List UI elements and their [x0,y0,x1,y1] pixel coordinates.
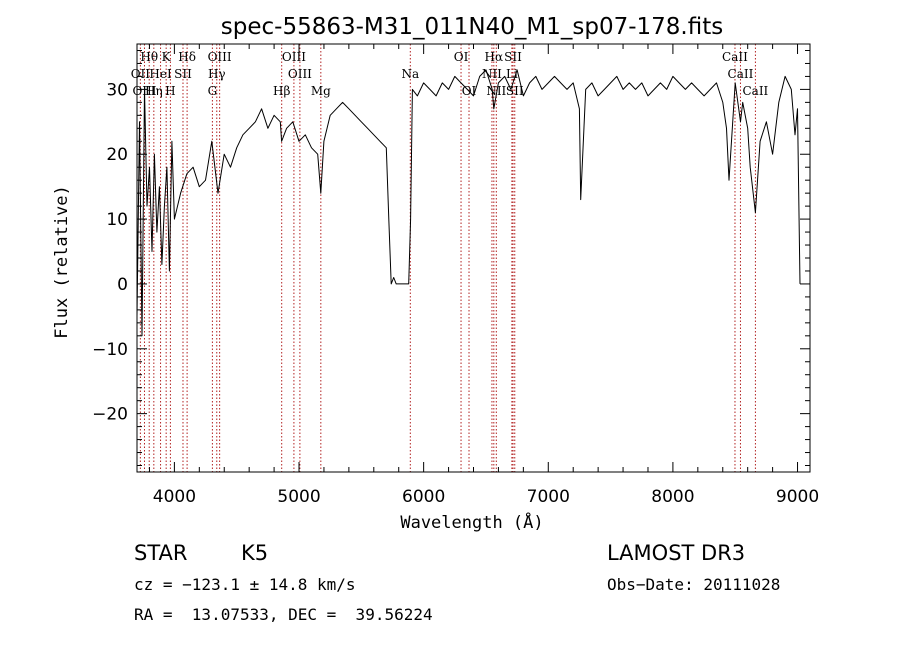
line-marker-label: HeI [149,67,172,81]
object-class: STAR [134,541,187,565]
line-marker-label: Na [401,67,419,81]
line-marker-label: Hγ [208,67,226,81]
line-marker-label: OIII [282,50,306,64]
spectrum-line [137,70,800,336]
line-marker-label: OI [454,50,469,64]
line-marker-label: SII [174,67,192,81]
y-tick-label: 30 [106,80,128,100]
y-tick-label: 0 [117,275,128,295]
tick-labels: 4000 5000 6000 7000 8000 9000 −20 −10 0 10 20 30 [92,80,819,507]
line-marker-label: OIII [288,67,312,81]
velocity-readout: cz = −123.1 ± 14.8 km/s [134,575,356,594]
x-tick-label: 4000 [153,487,196,507]
line-marker-label: Hθ [140,50,158,64]
y-tick-label: 20 [106,145,128,165]
survey-name: LAMOST DR3 [607,541,745,565]
x-tick-label: 7000 [527,487,570,507]
line-marker-label: H [165,84,175,98]
object-subclass: K5 [241,541,268,565]
plot-frame [137,44,810,472]
coordinates-readout: RA = 13.07533, DEC = 39.56224 [134,605,433,624]
line-markers [140,44,755,472]
chart-title: spec-55863-M31_011N40_M1_sp07-178.fits [221,14,723,40]
y-tick-label: −20 [92,405,128,425]
axis-ticks [137,44,810,472]
x-tick-label: 8000 [651,487,694,507]
line-marker-label: Hβ [273,84,290,98]
line-marker-label: SII [504,50,522,64]
y-tick-label: −10 [92,340,128,360]
line-marker-label: G [208,84,218,98]
x-tick-label: 9000 [776,487,819,507]
x-tick-label: 5000 [277,487,320,507]
line-marker-label: CaII [742,84,768,98]
y-axis-label: Flux (relative) [52,185,72,339]
line-marker-label: Hη [145,84,163,98]
spectrum-series [137,70,800,336]
line-marker-label: OIII [208,50,232,64]
line-marker-label: Mg [311,84,331,98]
line-marker-label: NII [482,67,502,81]
line-marker-label: CaII [722,50,748,64]
line-marker-label: CaII [728,67,754,81]
line-marker-label: K [162,50,172,64]
line-marker-label: Hδ [178,50,196,64]
y-tick-label: 10 [106,210,128,230]
line-marker-label: Hα [485,50,504,64]
x-tick-label: 6000 [402,487,445,507]
observation-date: Obs−Date: 20111028 [607,575,780,594]
line-marker-label: OII [131,67,151,81]
x-axis-label: Wavelength (Å) [400,511,543,533]
